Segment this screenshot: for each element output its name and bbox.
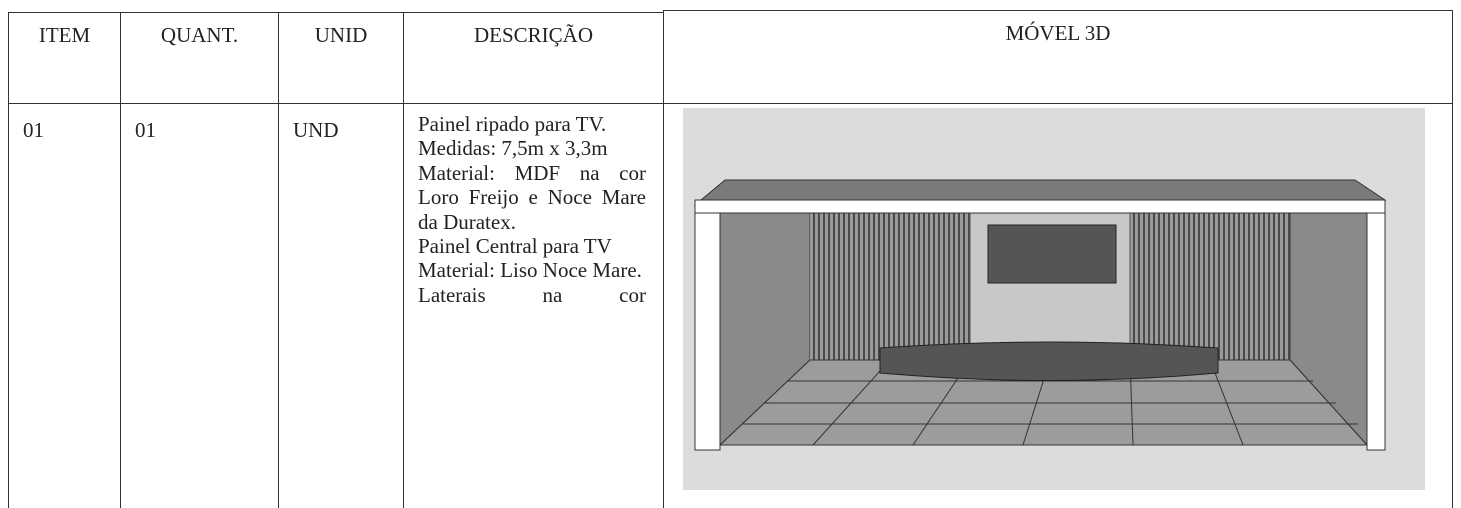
item-cell: 01 [8,103,120,508]
description-line: Medidas: 7,5m x 3,3m [418,136,608,161]
header-cell: DESCRIÇÃO [403,12,663,104]
description-line: Painel Central para TV [418,234,612,259]
image-cell [663,103,1453,508]
description-line: Material: MDF na cor Loro Freijo e Noce … [418,160,646,234]
quantity-cell: 01 [120,103,278,508]
unit-cell: UND [278,103,403,508]
header-cell: ITEM [8,12,120,104]
header-cell: QUANT. [120,12,278,104]
header-cell: MÓVEL 3D [663,10,1453,104]
header-cell: UNID [278,12,403,104]
description-line: Painel ripado para TV. [418,112,607,136]
description-cell: Painel ripado para TV. Medidas: 7,5m x 3,… [403,103,663,508]
description-line: Material: Liso Noce Mare. [418,258,642,283]
furniture-render [683,108,1425,490]
description-line: Laterais na cor [418,282,646,307]
